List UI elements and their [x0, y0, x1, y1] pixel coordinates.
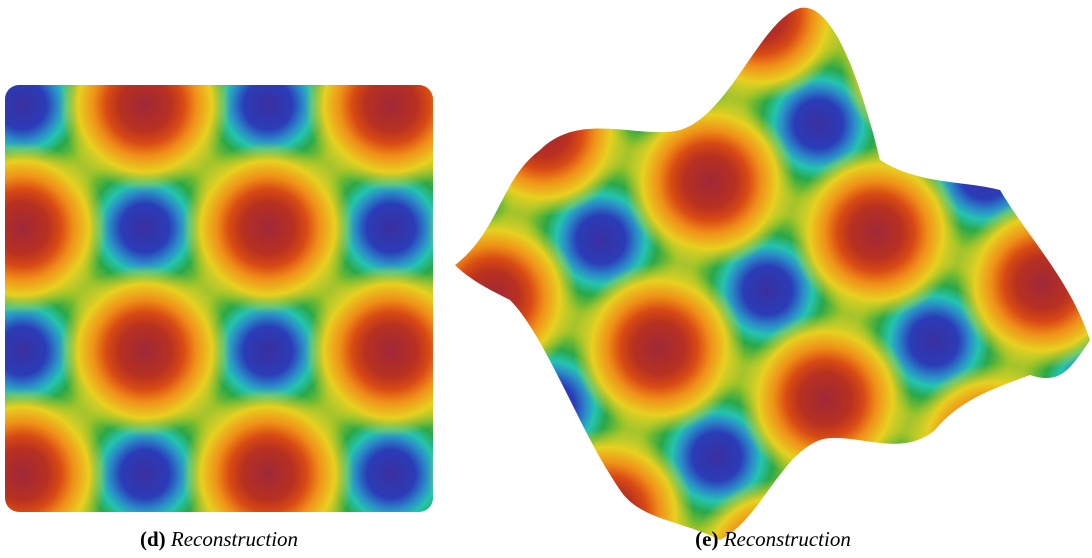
caption-e: (e) Reconstruction: [695, 527, 851, 551]
caption-label: (d): [140, 527, 166, 551]
panel-e-image: [455, 7, 1090, 540]
panel-d-image: [5, 85, 433, 512]
caption-d: (d) Reconstruction: [140, 527, 298, 551]
caption-text: Reconstruction: [723, 527, 851, 551]
caption-label: (e): [695, 527, 718, 551]
caption-text: Reconstruction: [170, 527, 298, 551]
